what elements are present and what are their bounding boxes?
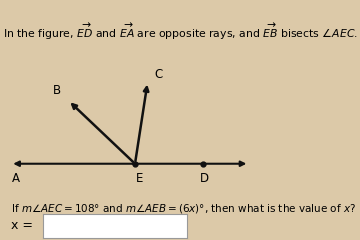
Text: A: A [12,172,19,185]
Text: E: E [135,172,143,185]
Text: C: C [154,68,162,81]
Text: If $m\angle AEC = 108°$ and $m\angle AEB = (6x)°$, then what is the value of $x$: If $m\angle AEC = 108°$ and $m\angle AEB… [11,202,356,215]
Text: B: B [53,84,61,97]
Text: D: D [200,172,209,185]
Text: x =: x = [11,219,33,232]
Text: In the figure, $\overrightarrow{ED}$ and $\overrightarrow{EA}$ are opposite rays: In the figure, $\overrightarrow{ED}$ and… [3,22,357,42]
